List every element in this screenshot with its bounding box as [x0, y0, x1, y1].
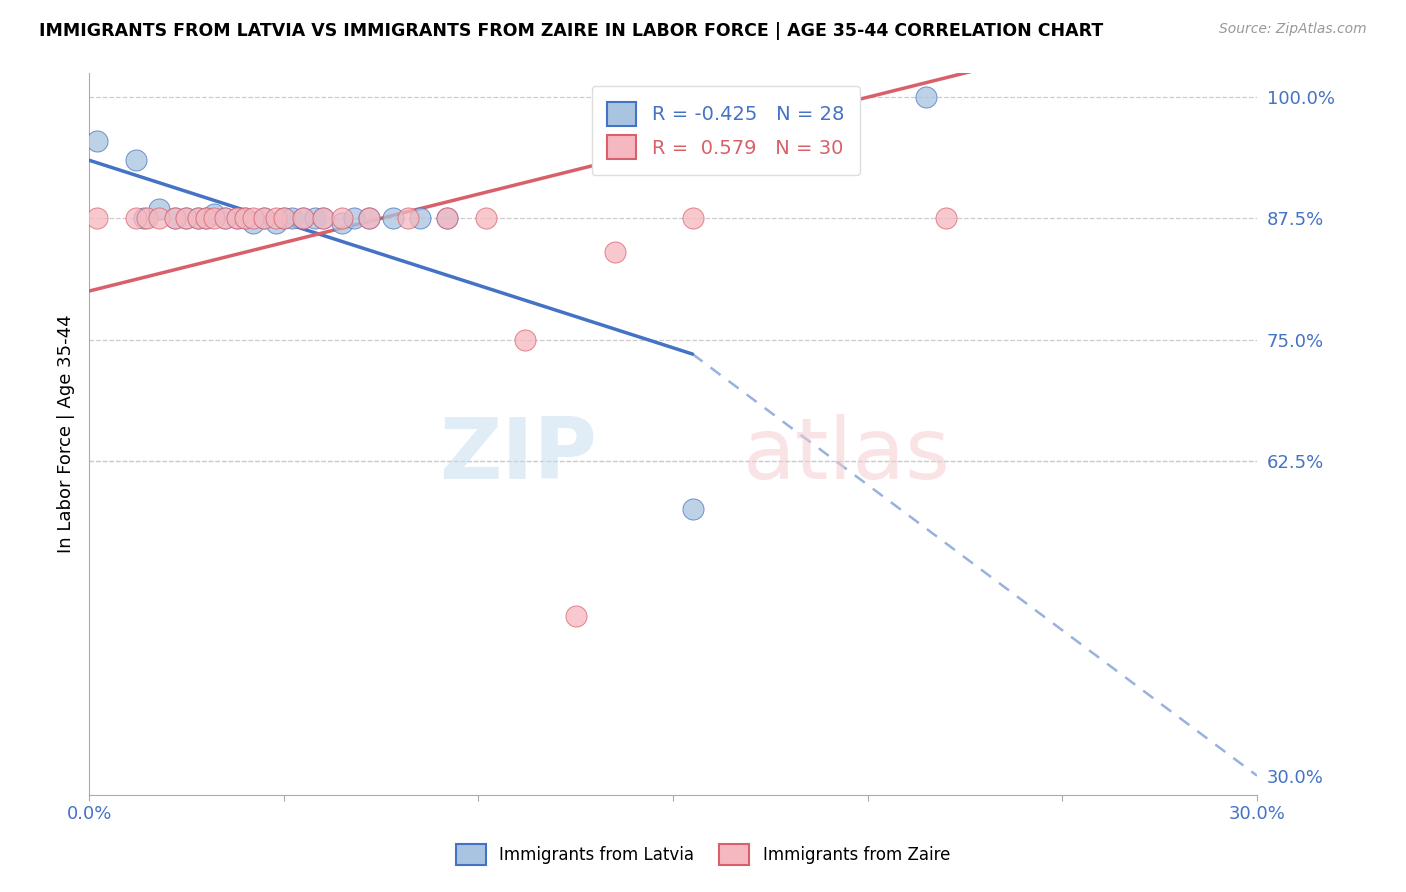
Point [202, 206, 225, 220]
Point [330, 216, 353, 230]
Point [233, 211, 256, 226]
Point [915, 90, 938, 104]
Point [163, 211, 186, 226]
Point [311, 211, 333, 226]
Point [603, 245, 626, 260]
Point [136, 211, 159, 226]
Point [304, 211, 326, 226]
Point [292, 211, 315, 226]
Point [242, 216, 264, 230]
Point [194, 211, 217, 226]
Point [242, 211, 264, 226]
Point [682, 211, 704, 226]
Legend: Immigrants from Latvia, Immigrants from Zaire: Immigrants from Latvia, Immigrants from … [447, 836, 959, 873]
Point [125, 211, 148, 226]
Text: IMMIGRANTS FROM LATVIA VS IMMIGRANTS FROM ZAIRE IN LABOR FORCE | AGE 35-44 CORRE: IMMIGRANTS FROM LATVIA VS IMMIGRANTS FRO… [39, 22, 1104, 40]
Point [253, 211, 276, 226]
Point [125, 153, 148, 168]
Point [176, 211, 198, 226]
Point [226, 211, 249, 226]
Point [264, 216, 287, 230]
Point [273, 211, 295, 226]
Point [359, 211, 381, 226]
Point [292, 211, 315, 226]
Point [409, 211, 432, 226]
Point [564, 608, 586, 623]
Point [233, 211, 256, 226]
Point [436, 211, 458, 226]
Point [759, 134, 782, 148]
Point [148, 211, 170, 226]
Point [214, 211, 236, 226]
Point [187, 211, 209, 226]
Point [343, 211, 366, 226]
Point [132, 211, 155, 226]
Point [187, 211, 209, 226]
Point [86, 134, 108, 148]
Point [935, 211, 957, 226]
Text: atlas: atlas [744, 414, 950, 497]
Point [436, 211, 458, 226]
Point [264, 211, 287, 226]
Point [330, 211, 353, 226]
Point [381, 211, 404, 226]
Point [214, 211, 236, 226]
Point [359, 211, 381, 226]
Point [280, 211, 302, 226]
Point [226, 211, 249, 226]
Text: Source: ZipAtlas.com: Source: ZipAtlas.com [1219, 22, 1367, 37]
Point [176, 211, 198, 226]
Point [86, 211, 108, 226]
Point [253, 211, 276, 226]
Point [396, 211, 419, 226]
Point [163, 211, 186, 226]
Legend: R = -0.425   N = 28, R =  0.579   N = 30: R = -0.425 N = 28, R = 0.579 N = 30 [592, 87, 859, 175]
Text: ZIP: ZIP [440, 414, 598, 497]
Point [311, 211, 333, 226]
Point [475, 211, 498, 226]
Point [202, 211, 225, 226]
Point [273, 211, 295, 226]
Point [148, 202, 170, 216]
Point [513, 333, 536, 347]
Point [194, 211, 217, 226]
Y-axis label: In Labor Force | Age 35-44: In Labor Force | Age 35-44 [58, 315, 75, 553]
Point [682, 502, 704, 516]
